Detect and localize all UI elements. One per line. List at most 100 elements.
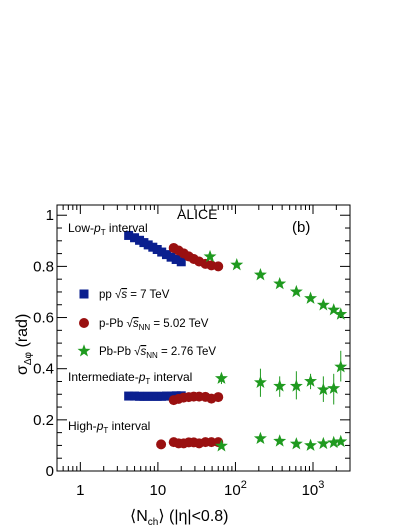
- data-point-square: [166, 252, 176, 262]
- y-axis-title-unit: (rad): [14, 314, 31, 352]
- annotation-text: interval: [106, 221, 148, 235]
- legend-label-pp: pp √s = 7 TeV: [99, 288, 170, 301]
- data-point-star: [214, 439, 228, 452]
- annotation-text: Low-: [68, 221, 94, 235]
- legend-energy: = 5.02 TeV: [150, 318, 209, 330]
- x-tick-label-exponent: 3: [318, 479, 324, 491]
- x-axis-title: ⟨Nch⟩ (|η|<0.8): [130, 508, 229, 527]
- legend-marker-pp: [79, 289, 89, 299]
- legend-label-system: p-Pb: [99, 318, 127, 330]
- x-axis-title-symbol: ⟨N: [130, 508, 148, 525]
- y-tick-label: 0.6: [33, 310, 54, 327]
- annotation-pt-sub: T: [101, 228, 106, 237]
- data-point-circle: [213, 261, 224, 272]
- panel-label: (b): [292, 219, 310, 236]
- y-axis-title-sub: Δφ: [23, 351, 34, 365]
- data-point-square: [161, 391, 171, 401]
- data-point-star: [316, 382, 330, 396]
- x-tick-label: 10: [150, 482, 167, 499]
- annotation-pt: p: [96, 419, 104, 433]
- legend-marker-pbpb: [77, 344, 91, 357]
- data-point-star: [304, 291, 318, 304]
- data-point-star: [327, 435, 341, 449]
- y-tick-label: 1: [46, 207, 54, 224]
- data-point-star: [327, 303, 341, 316]
- data-point-square: [143, 391, 153, 401]
- data-point-star: [304, 374, 318, 387]
- data-point-star: [316, 298, 330, 311]
- annotation-pt-sub: T: [103, 426, 108, 435]
- data-point-star: [316, 436, 330, 450]
- legend-sqrt-sign: √: [115, 288, 122, 301]
- legend-label-system: Pb-Pb: [99, 346, 134, 358]
- annotation-pt: p: [138, 370, 146, 384]
- data-point-star: [203, 249, 217, 263]
- y-tick-label: 0: [46, 463, 54, 480]
- data-point-circle: [156, 439, 167, 450]
- y-axis-title: σΔφ (rad): [14, 314, 34, 375]
- data-point-star: [273, 276, 287, 290]
- y-tick-label: 0.4: [33, 361, 54, 378]
- y-tick-label: 0.2: [33, 412, 54, 429]
- data-point-square: [124, 230, 134, 240]
- data-point-star: [289, 284, 303, 298]
- data-point-star: [253, 431, 267, 445]
- y-axis-title-symbol: σ: [14, 365, 31, 375]
- axis-ticks: [56, 205, 351, 472]
- x-tick-label: 1: [76, 482, 84, 499]
- data-point-star: [214, 371, 228, 384]
- data-point-star: [334, 360, 348, 373]
- legend-radicand: s: [140, 346, 146, 358]
- annotation-text: interval: [150, 370, 192, 384]
- legend-sqrt-sign: √: [134, 345, 141, 358]
- legend-marker-ppb: [79, 318, 89, 328]
- legend-energy: = 2.76 TeV: [158, 346, 217, 358]
- legend-energy: = 7 TeV: [127, 289, 170, 301]
- data-point-star: [230, 258, 244, 271]
- y-tick-label: 0.8: [33, 258, 54, 275]
- data-point-star: [253, 268, 267, 281]
- chart-title: ALICE: [177, 206, 217, 222]
- legend-radicand: s: [121, 289, 127, 301]
- annotation-text: High-: [68, 419, 97, 433]
- data-point-star: [273, 434, 287, 447]
- data-point-star: [289, 379, 303, 392]
- legend-sqrt-sign: √: [127, 317, 134, 330]
- data-point-star: [327, 381, 341, 394]
- data-point-star: [304, 438, 318, 451]
- data-point-square: [157, 247, 167, 257]
- data-point-square: [130, 391, 140, 401]
- annotation-pt-sub: T: [145, 377, 150, 386]
- annotation-pt: p: [93, 221, 101, 235]
- data-point-square: [143, 240, 153, 250]
- data-point-square: [176, 257, 186, 267]
- annotation-low-pt: Low-pT interval: [68, 221, 148, 237]
- data-point-star: [289, 437, 303, 450]
- legend-radicand-sub: NN: [146, 351, 158, 360]
- annotation-intermediate-pt: Intermediate-pT interval: [68, 370, 192, 386]
- annotation-text: interval: [108, 419, 150, 433]
- data-point-square: [161, 250, 171, 260]
- data-point-square: [171, 254, 181, 264]
- legend-label-ppb: p-Pb √sNN = 5.02 TeV: [99, 317, 209, 332]
- annotation-high-pt: High-pT interval: [68, 419, 150, 435]
- data-point-square: [124, 391, 134, 401]
- legend-radicand: s: [133, 318, 139, 330]
- data-point-star: [273, 379, 287, 392]
- plot-frame: [56, 204, 351, 472]
- data-point-star: [334, 307, 348, 320]
- legend-radicand-sub: NN: [139, 323, 151, 332]
- x-axis-title-rest: ⟩ (|η|<0.8): [158, 508, 228, 525]
- data-point-circle: [213, 392, 224, 403]
- data-point-star: [334, 434, 348, 448]
- x-axis-title-sub: ch: [148, 517, 159, 527]
- data-point-square: [157, 391, 167, 401]
- legend-label-pbpb: Pb-Pb √sNN = 2.76 TeV: [99, 345, 216, 360]
- data-point-square: [130, 233, 140, 243]
- data-markers: [124, 230, 348, 452]
- x-tick-label-exponent: 2: [241, 479, 247, 491]
- data-point-star: [253, 375, 267, 389]
